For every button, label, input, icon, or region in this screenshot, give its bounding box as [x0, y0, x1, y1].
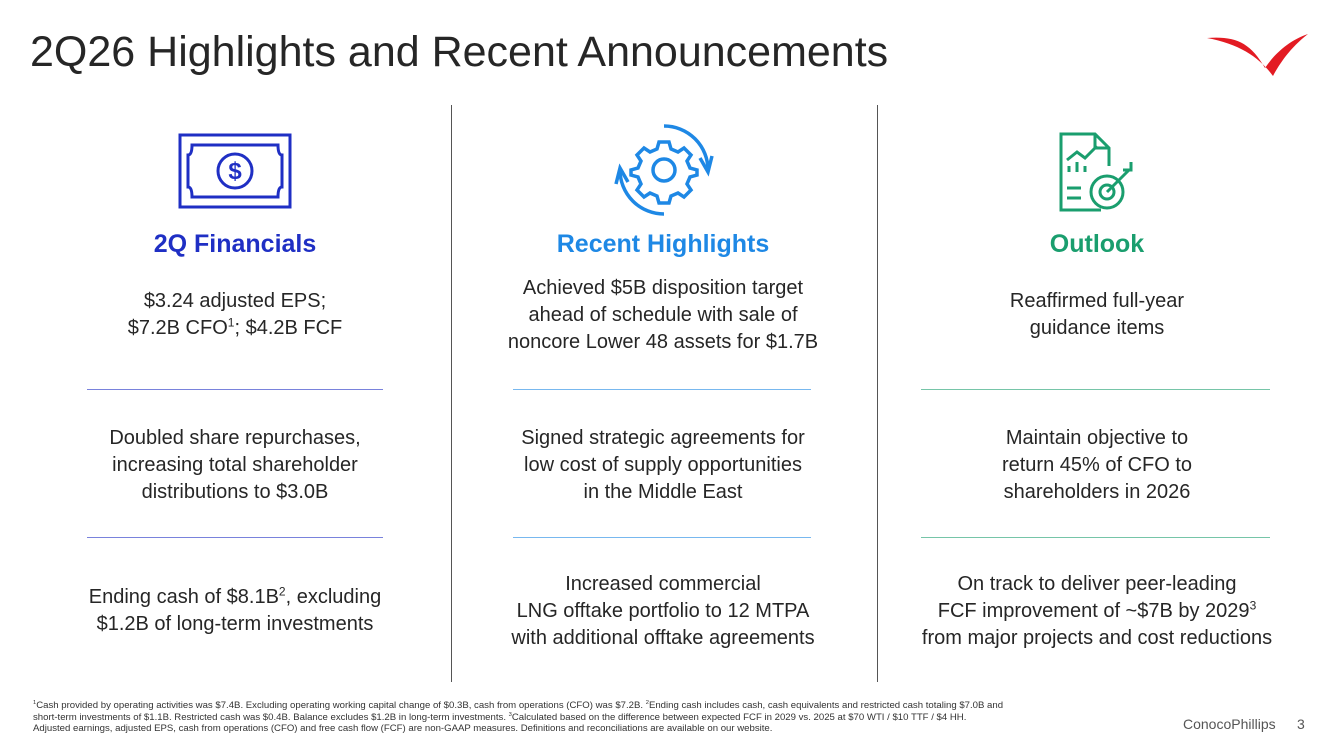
column-separator: [451, 105, 452, 682]
text: guidance items: [1029, 317, 1165, 339]
superscript: 1: [33, 699, 37, 706]
superscript: 1: [227, 315, 235, 330]
text: $1.2B of long-term investments: [96, 613, 374, 635]
text: noncore Lower 48 assets for $1.7B: [507, 330, 819, 353]
text: ; $4.2B FCF: [234, 317, 343, 339]
divider: [921, 537, 1270, 538]
text: distributions to $3.0B: [141, 480, 329, 503]
highlight-item: Ending cash of $8.1B2, excluding $1.2B of…: [30, 570, 440, 652]
text: ahead of schedule with sale of: [528, 303, 798, 326]
text: Ending cash of $8.1B: [88, 586, 279, 608]
text: Doubled share repurchases,: [109, 426, 361, 449]
text: increasing total shareholder: [112, 453, 358, 476]
text-line: distributions to $3.0B: [142, 479, 329, 506]
slide-title: 2Q26 Highlights and Recent Announcements: [30, 28, 889, 76]
text: from major projects and cost reductions: [921, 626, 1273, 649]
text-line: $7.2B CFO1; $4.2B FCF: [128, 315, 343, 342]
text-line: Doubled share repurchases,: [109, 425, 360, 452]
text-line: increasing total shareholder: [112, 452, 358, 479]
text: $3.24 adjusted EPS;: [143, 290, 327, 312]
text-line: $1.2B of long-term investments: [97, 611, 374, 638]
text: with additional offtake agreements: [511, 626, 815, 649]
superscript: 2: [645, 699, 649, 706]
gear-icon: [614, 124, 714, 216]
brand-name: ConocoPhillips: [1183, 716, 1276, 732]
text-line: noncore Lower 48 assets for $1.7B: [508, 329, 818, 356]
footnote-line: Adjusted earnings, adjusted EPS, cash fr…: [33, 723, 1003, 735]
text-line: from major projects and cost reductions: [922, 625, 1272, 652]
column-heading: 2Q Financials: [153, 230, 317, 258]
superscript: 2: [278, 584, 286, 599]
text: low cost of supply opportunities: [524, 453, 802, 476]
highlight-item: On track to deliver peer-leading FCF impr…: [882, 570, 1312, 652]
footnote: 1Cash provided by operating activities w…: [33, 700, 1003, 735]
column-heading: Recent Highlights: [556, 230, 770, 258]
text-line: return 45% of CFO to: [1002, 452, 1192, 479]
divider: [513, 537, 811, 538]
divider: [87, 537, 383, 538]
text: in the Middle East: [583, 480, 743, 503]
footnote-line: short-term investments of $1.1B. Restric…: [33, 711, 1003, 724]
text: Adjusted earnings, adjusted EPS, cash fr…: [33, 723, 773, 734]
text-line: low cost of supply opportunities: [524, 452, 802, 479]
highlight-item: Increased commercial LNG offtake portfoli…: [458, 570, 868, 652]
text: Increased commercial: [565, 572, 761, 595]
text: Ending cash includes cash, cash equivale…: [648, 700, 1004, 711]
column-heading: Outlook: [1049, 230, 1145, 258]
divider: [87, 389, 383, 390]
text: FCF improvement of ~$7B by 2029: [937, 599, 1250, 622]
text: $7.2B CFO: [127, 317, 228, 339]
highlight-item: Signed strategic agreements for low cost …: [458, 424, 868, 506]
text-line: guidance items: [1030, 315, 1165, 342]
text: Achieved $5B disposition target: [522, 276, 804, 299]
logo: [1207, 34, 1308, 76]
divider: [513, 389, 811, 390]
column-separator: [877, 105, 878, 682]
text: Reaffirmed full-year: [1009, 290, 1185, 312]
text: Calculated based on the difference betwe…: [511, 711, 967, 723]
money-icon: $: [178, 133, 292, 209]
text: Cash provided by operating activities wa…: [36, 700, 646, 711]
text: shareholders in 2026: [1003, 480, 1191, 503]
text: LNG offtake portfolio to 12 MTPA: [516, 599, 810, 622]
text-line: shareholders in 2026: [1004, 479, 1191, 506]
text-line: FCF improvement of ~$7B by 20293: [938, 598, 1257, 625]
text-line: with additional offtake agreements: [511, 625, 814, 652]
superscript: 3: [1249, 597, 1257, 612]
highlight-item: $3.24 adjusted EPS; $7.2B CFO1; $4.2B FCF: [30, 280, 440, 350]
text-line: $3.24 adjusted EPS;: [144, 288, 326, 315]
highlight-item: Maintain objective to return 45% of CFO t…: [882, 424, 1312, 506]
text: return 45% of CFO to: [1001, 453, 1193, 476]
divider: [921, 389, 1270, 390]
text-line: Signed strategic agreements for: [521, 425, 805, 452]
highlight-item: Reaffirmed full-year guidance items: [882, 280, 1312, 350]
outlook-icon: [1059, 132, 1133, 212]
text-line: Increased commercial: [565, 571, 761, 598]
text: , excluding: [285, 586, 382, 608]
text: Signed strategic agreements for: [521, 426, 805, 449]
text-line: LNG offtake portfolio to 12 MTPA: [517, 598, 810, 625]
highlight-item: Doubled share repurchases, increasing tot…: [30, 424, 440, 506]
column: Recent Highlights Achieved $5B dispositio…: [458, 0, 868, 748]
column: Outlook Reaffirmed full-year guidance item…: [882, 0, 1312, 748]
superscript: 3: [508, 711, 512, 718]
text: short-term investments of $1.1B. Restric…: [33, 711, 509, 723]
text-line: Ending cash of $8.1B2, excluding: [89, 584, 381, 611]
text-line: ahead of schedule with sale of: [528, 302, 797, 329]
text-line: Reaffirmed full-year: [1010, 288, 1184, 315]
highlight-item: Achieved $5B disposition target ahead of …: [458, 277, 868, 353]
footnote-line: 1Cash provided by operating activities w…: [33, 700, 1003, 712]
text-line: On track to deliver peer-leading: [957, 571, 1236, 598]
text: On track to deliver peer-leading: [957, 572, 1237, 595]
column: 2Q Financials $3.24 adjusted EPS; $7.2B CF…: [30, 0, 440, 748]
page-number: 3: [1297, 716, 1305, 732]
text-line: in the Middle East: [584, 479, 743, 506]
text-line: Maintain objective to: [1006, 425, 1188, 452]
svg-text:$: $: [228, 158, 242, 185]
text-line: Achieved $5B disposition target: [523, 275, 803, 302]
text: Maintain objective to: [1005, 426, 1189, 449]
